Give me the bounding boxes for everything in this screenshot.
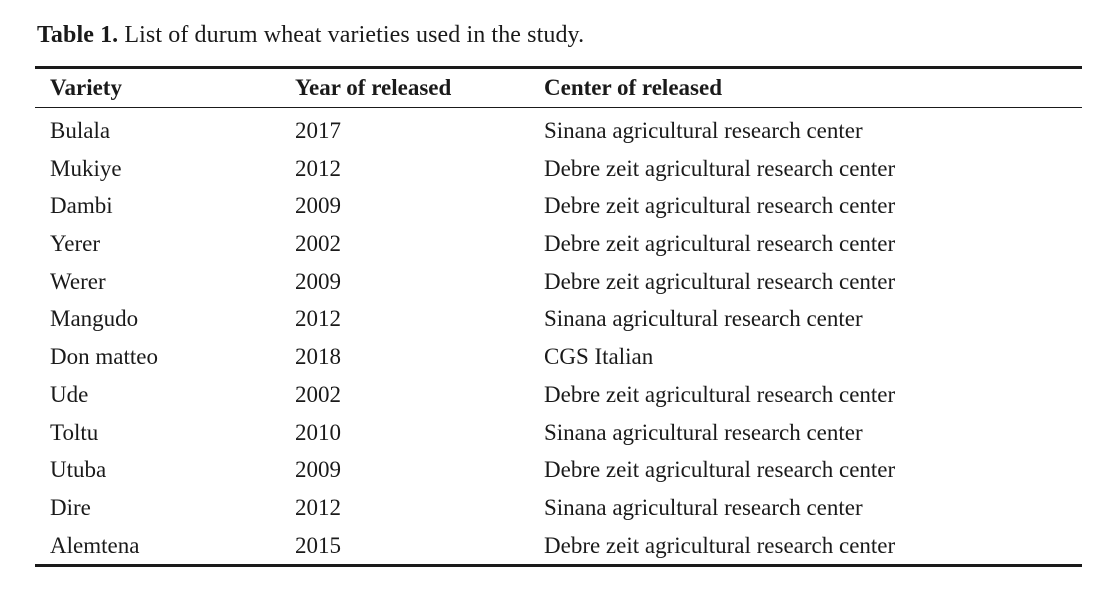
center-cell: Sinana agricultural research center: [544, 306, 863, 332]
variety-cell: Mukiye: [50, 155, 122, 181]
table-row: Alemtena 2015 Debre zeit agricultural re…: [35, 527, 1082, 565]
year-cell: 2002: [295, 381, 341, 407]
table-row: Don matteo 2018 CGS Italian: [35, 338, 1082, 376]
center-cell: Sinana agricultural research center: [544, 118, 863, 143]
year-cell: 2009: [295, 193, 341, 219]
column-header-center: Center of released: [544, 75, 722, 100]
center-cell: Sinana agricultural research center: [544, 494, 863, 520]
center-cell: Debre zeit agricultural research center: [544, 532, 896, 558]
center-cell: Debre zeit agricultural research center: [544, 231, 896, 257]
variety-cell: Utuba: [50, 457, 107, 483]
caption-text: List of durum wheat varieties used in th…: [118, 22, 585, 48]
table-bottom-rule: [35, 564, 1082, 568]
table-top-rule: [35, 66, 1082, 69]
variety-cell: Mangudo: [50, 306, 139, 332]
table-row: Ude 2002 Debre zeit agricultural researc…: [35, 376, 1082, 414]
column-header-year: Year of released: [295, 75, 452, 100]
center-cell: CGS Italian: [544, 344, 654, 370]
year-cell: 2012: [295, 306, 341, 332]
variety-cell: Dire: [50, 494, 91, 520]
center-cell: Debre zeit agricultural research center: [544, 193, 896, 219]
table-header-row: Variety Year of released Center of relea…: [35, 69, 1082, 107]
year-cell: 2012: [295, 155, 341, 181]
variety-cell: Don matteo: [50, 344, 158, 370]
year-cell: 2002: [295, 231, 341, 257]
table-row: Mangudo 2012 Sinana agricultural researc…: [35, 300, 1082, 338]
variety-cell: Dambi: [50, 193, 113, 219]
variety-cell: Alemtena: [50, 532, 140, 558]
table-row: Mukiye 2012 Debre zeit agricultural rese…: [35, 150, 1082, 188]
table-row: Toltu 2010 Sinana agricultural research …: [35, 414, 1082, 452]
table-body: Bulala 2017 Sinana agricultural research…: [35, 108, 1082, 564]
table-row: Werer 2009 Debre zeit agricultural resea…: [35, 263, 1082, 301]
table-row: Yerer 2002 Debre zeit agricultural resea…: [35, 225, 1082, 263]
table-header-rule: [35, 107, 1082, 108]
variety-cell: Werer: [50, 268, 106, 294]
year-cell: 2015: [295, 532, 341, 558]
varieties-table: Variety Year of released Center of relea…: [35, 66, 1082, 568]
variety-cell: Bulala: [50, 118, 111, 143]
variety-cell: Toltu: [50, 419, 99, 445]
year-cell: 2010: [295, 419, 341, 445]
center-cell: Debre zeit agricultural research center: [544, 381, 896, 407]
year-cell: 2012: [295, 494, 341, 520]
center-cell: Debre zeit agricultural research center: [544, 268, 896, 294]
caption-label: Table 1.: [37, 22, 119, 48]
year-cell: 2017: [295, 118, 341, 143]
variety-cell: Ude: [50, 381, 89, 407]
table-row: Utuba 2009 Debre zeit agricultural resea…: [35, 451, 1082, 489]
year-cell: 2018: [295, 344, 341, 370]
table-row: Bulala 2017 Sinana agricultural research…: [35, 112, 1082, 150]
year-cell: 2009: [295, 268, 341, 294]
table-row: Dire 2012 Sinana agricultural research c…: [35, 489, 1082, 527]
year-cell: 2009: [295, 457, 341, 483]
center-cell: Debre zeit agricultural research center: [544, 155, 896, 181]
column-header-variety: Variety: [50, 75, 122, 100]
table-caption: Table 1. List of durum wheat varieties u…: [37, 19, 584, 51]
center-cell: Sinana agricultural research center: [544, 419, 863, 445]
center-cell: Debre zeit agricultural research center: [544, 457, 896, 483]
variety-cell: Yerer: [50, 231, 101, 257]
table-row: Dambi 2009 Debre zeit agricultural resea…: [35, 187, 1082, 225]
